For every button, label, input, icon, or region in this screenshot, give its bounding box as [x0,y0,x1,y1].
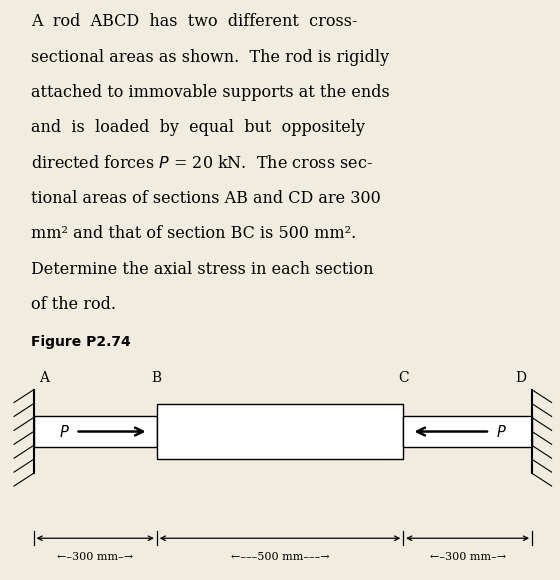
Text: D: D [515,371,526,385]
Text: ←–––500 mm–––→: ←–––500 mm–––→ [231,552,329,562]
Text: tional areas of sections AB and CD are 300: tional areas of sections AB and CD are 3… [31,190,381,207]
Bar [157,404,403,459]
Text: B: B [152,371,162,385]
Text: A: A [39,371,49,385]
Bar [34,416,157,447]
Text: $P$: $P$ [496,423,507,440]
Text: A  rod  ABCD  has  two  different  cross-: A rod ABCD has two different cross- [31,13,357,30]
Text: and  is  loaded  by  equal  but  oppositely: and is loaded by equal but oppositely [31,119,365,136]
Bar [403,416,532,447]
Text: Determine the axial stress in each section: Determine the axial stress in each secti… [31,261,374,278]
Text: directed forces $P$ = 20 kN.  The cross sec-: directed forces $P$ = 20 kN. The cross s… [31,155,373,172]
Text: ←–300 mm–→: ←–300 mm–→ [57,552,133,562]
Text: mm² and that of section BC is 500 mm².: mm² and that of section BC is 500 mm². [31,226,356,242]
Text: of the rod.: of the rod. [31,296,116,313]
Text: C: C [398,371,408,385]
Text: sectional areas as shown.  The rod is rigidly: sectional areas as shown. The rod is rig… [31,49,389,66]
Text: $P$: $P$ [59,423,70,440]
Text: ←–300 mm–→: ←–300 mm–→ [430,552,506,562]
Text: attached to immovable supports at the ends: attached to immovable supports at the en… [31,84,390,101]
Text: Figure P2.74: Figure P2.74 [31,335,130,349]
